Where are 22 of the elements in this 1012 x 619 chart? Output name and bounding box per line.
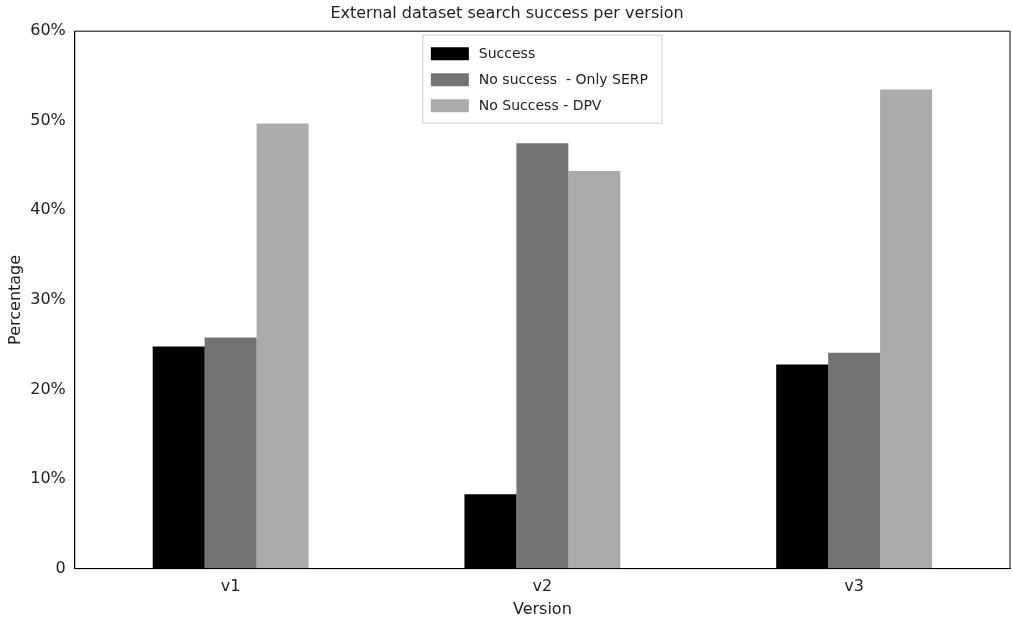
y-tick-label: 60%: [30, 20, 66, 40]
legend-label: No Success - DPV: [478, 96, 602, 113]
legend-label: No success - Only SERP: [478, 70, 648, 87]
y-tick-label: 20%: [30, 378, 66, 398]
x-tick-label: v3: [844, 576, 864, 596]
x-tick-label: v1: [220, 576, 241, 596]
bar: [880, 89, 933, 569]
y-tick-label: 0: [55, 557, 66, 577]
y-tick-label: 50%: [30, 109, 66, 129]
chart-title: External dataset search success per version: [330, 2, 684, 22]
bar: [828, 352, 881, 569]
bar: [516, 143, 569, 569]
y-axis-title: Percentage: [4, 254, 24, 345]
bar: [204, 337, 257, 569]
bar: [568, 170, 621, 569]
y-tick-label: 10%: [30, 468, 66, 488]
x-axis-title: Version: [512, 598, 572, 618]
x-tick-label: v2: [532, 576, 553, 596]
legend-label: Success: [478, 44, 536, 61]
bar: [256, 123, 309, 569]
y-tick-label: 30%: [30, 289, 66, 309]
y-tick-label: 40%: [30, 199, 66, 219]
